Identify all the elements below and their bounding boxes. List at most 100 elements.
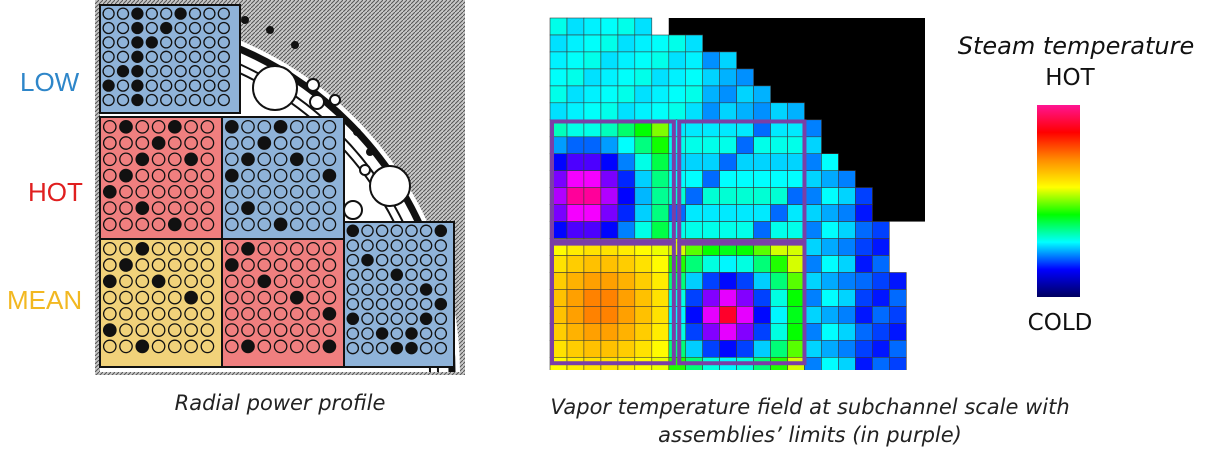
heatmap-cell	[736, 272, 754, 290]
heatmap-cell	[566, 34, 585, 53]
assembly-limit	[550, 119, 676, 244]
heatmap-cell	[838, 170, 856, 188]
heatmap-cell	[855, 272, 873, 290]
fuel-rod	[135, 184, 150, 199]
fuel-rod	[119, 306, 133, 321]
fuel-rod	[322, 119, 337, 134]
heatmap-cell	[719, 85, 737, 104]
reflector-hole	[369, 165, 411, 207]
heatmap-cell	[600, 339, 619, 358]
heatmap-cell	[566, 323, 585, 341]
fuel-rod	[361, 239, 374, 252]
heatmap-cell	[651, 204, 670, 222]
fuel-rod	[375, 253, 389, 267]
fuel-rod	[203, 7, 216, 20]
fuel-rod	[217, 50, 230, 63]
fuel-rod	[289, 241, 304, 256]
heatmap-cell	[566, 136, 585, 155]
fuel-rod	[135, 201, 150, 215]
fuel-rod	[119, 241, 133, 256]
heatmap-cell	[821, 289, 839, 307]
heatmap-cell	[804, 306, 822, 324]
heatmap-cell	[634, 272, 653, 290]
fuel-rod	[289, 152, 304, 167]
heatmap-cell	[566, 289, 585, 307]
heatmap-cell	[736, 85, 754, 104]
fuel-rod	[200, 258, 215, 272]
fuel-rod	[419, 268, 433, 282]
fuel-rod	[361, 268, 374, 282]
fuel-rod	[200, 168, 215, 183]
heatmap-cell	[583, 306, 602, 324]
fuel-rod	[116, 21, 130, 35]
fuel-rod	[322, 136, 337, 150]
heatmap-cell	[617, 34, 636, 53]
heatmap-cell	[617, 51, 636, 70]
heatmap-cell	[651, 153, 670, 171]
reflector-hole	[343, 200, 363, 220]
heatmap-cell	[651, 255, 670, 273]
heatmap-cell	[685, 34, 703, 53]
fuel-rod	[224, 339, 239, 354]
fuel-rod	[188, 36, 202, 49]
fuel-rod	[217, 21, 230, 35]
fuel-rod	[257, 201, 272, 215]
heatmap-cell	[600, 272, 619, 290]
right-caption-line2: assemblies’ limits (in purple)	[658, 423, 962, 447]
heatmap-cell	[770, 323, 788, 341]
heatmap-cell	[855, 339, 873, 358]
heatmap-cell	[549, 68, 568, 87]
fuel-rod	[419, 283, 433, 296]
fuel-rod	[405, 268, 418, 282]
heatmap-cell	[583, 339, 602, 358]
fuel-rod	[167, 201, 182, 215]
heatmap-cell	[770, 136, 788, 155]
fuel-rod	[174, 65, 187, 78]
fuel-rod	[289, 136, 304, 150]
heatmap-cell	[804, 255, 822, 273]
fuel-rod	[434, 224, 448, 238]
heatmap-cell	[685, 102, 703, 121]
fuel-rod	[160, 93, 173, 107]
heatmap-cell	[634, 170, 653, 188]
fuel-rod	[102, 241, 117, 256]
fuel-rod	[306, 168, 320, 183]
heatmap-cell	[821, 356, 839, 370]
heatmap-cell	[787, 323, 805, 341]
heatmap-cell	[651, 102, 670, 121]
fuel-rod	[346, 312, 360, 326]
fuel-rod	[174, 93, 187, 107]
heatmap-cell	[651, 136, 670, 155]
fuel-rod	[160, 7, 173, 20]
fuel-rod	[257, 339, 272, 354]
fuel-rod	[322, 217, 337, 232]
fuel-rod	[131, 93, 144, 107]
fuel-rod	[145, 21, 158, 35]
heatmap-cell	[600, 255, 619, 273]
heatmap-cell	[871, 238, 890, 256]
fuel-rod	[167, 152, 182, 167]
fuel-rod	[375, 327, 389, 340]
fuel-rod	[200, 217, 215, 232]
fuel-rod	[203, 93, 216, 107]
fuel-rod	[135, 119, 150, 134]
heatmap-cell	[600, 187, 619, 205]
fuel-rod	[273, 274, 288, 289]
fuel-rod	[306, 119, 320, 134]
right-caption-line1: Vapor temperature field at subchannel sc…	[550, 395, 1070, 419]
heatmap-cell	[685, 136, 703, 155]
fuel-rod	[257, 258, 272, 272]
ring-dot	[353, 128, 361, 136]
fuel-rod	[131, 50, 144, 63]
fuel-rod	[145, 79, 158, 92]
heatmap-cell	[549, 51, 568, 70]
heatmap-cell	[685, 323, 703, 341]
fuel-rod	[306, 217, 320, 232]
heatmap-cell	[566, 102, 585, 121]
heatmap-cell	[838, 356, 856, 370]
fuel-rod	[273, 323, 288, 337]
fuel-rod	[160, 50, 173, 63]
heatmap-cell	[838, 221, 856, 239]
heatmap-cell	[634, 187, 653, 205]
legend-hot-label: HOT	[1045, 65, 1095, 91]
